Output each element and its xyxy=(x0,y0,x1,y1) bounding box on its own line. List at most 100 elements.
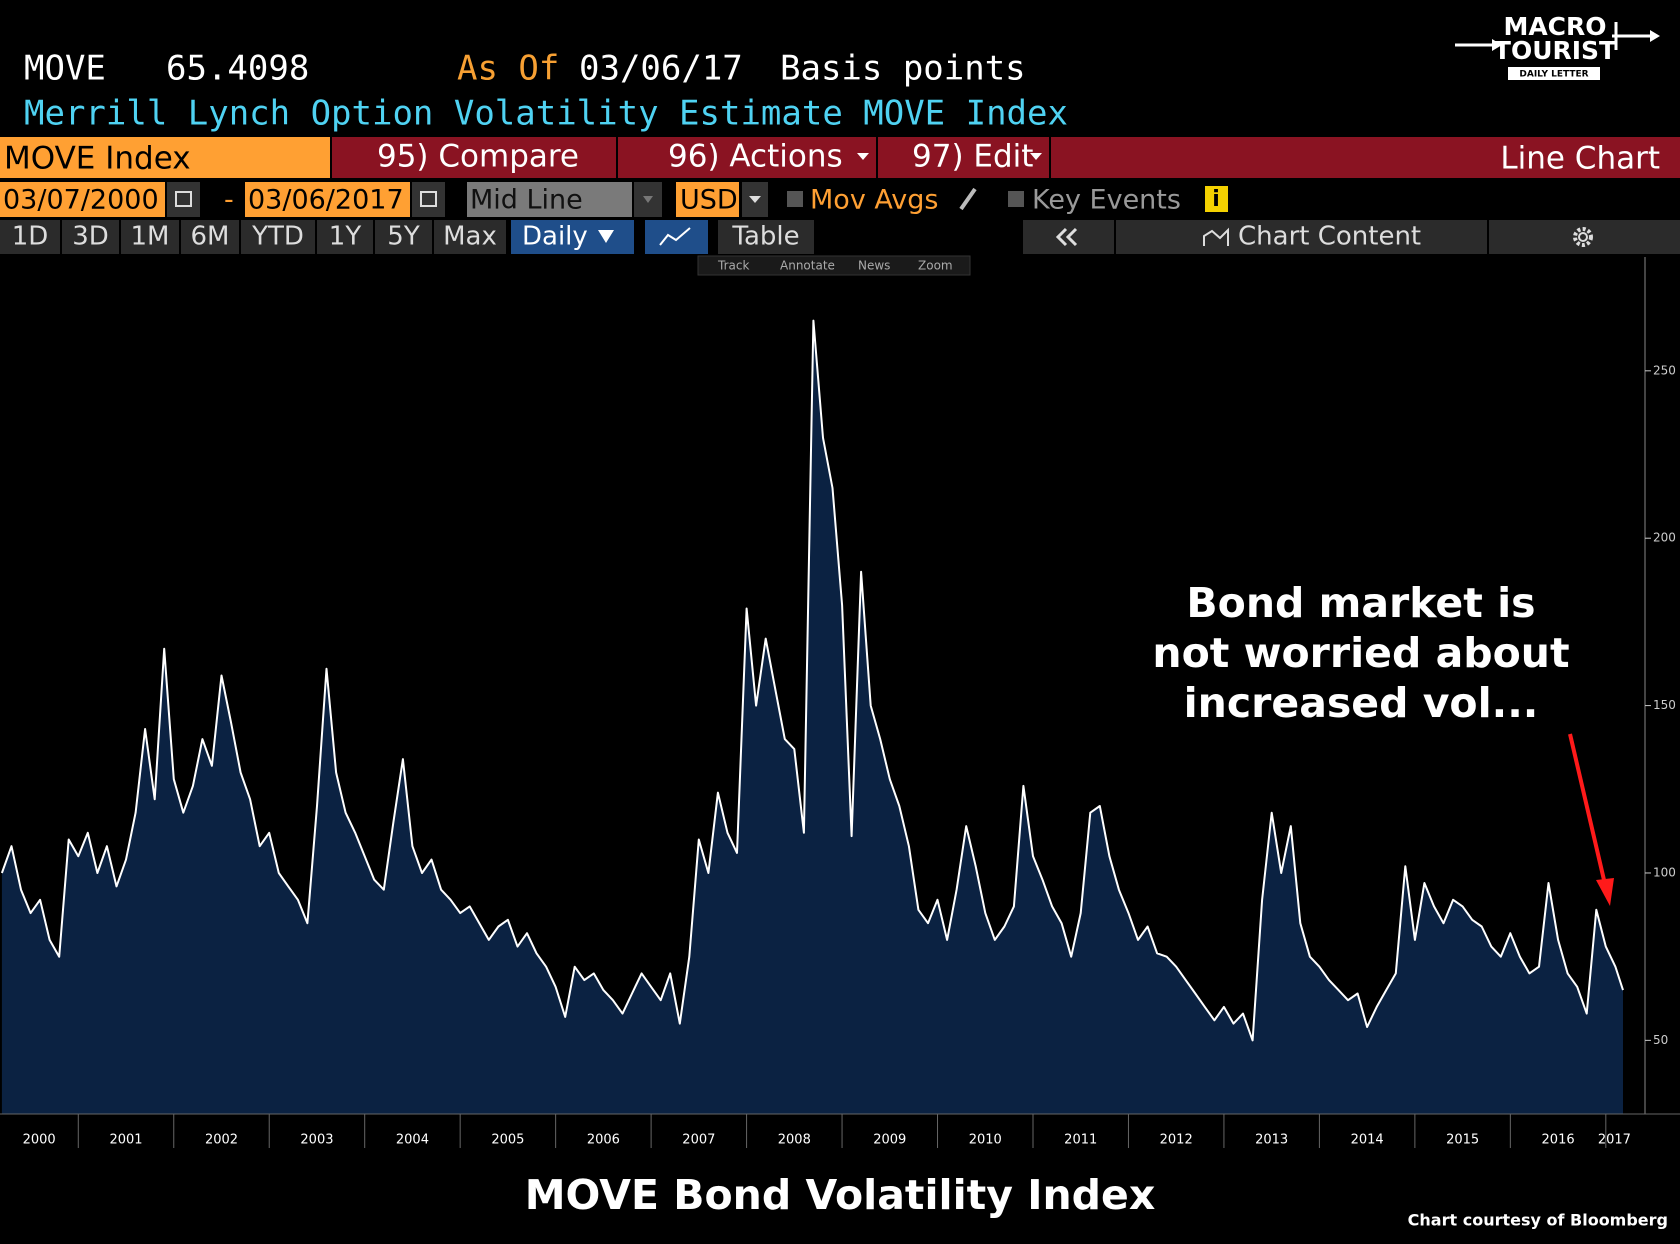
as-of-date: 03/06/17 xyxy=(579,49,743,89)
line-icon xyxy=(659,227,691,246)
logo: MACRO TOURIST DAILY LETTER xyxy=(1455,12,1660,80)
checkbox[interactable] xyxy=(1008,191,1024,207)
x-tick-label: 2009 xyxy=(873,1133,906,1148)
x-tick-label: 2000 xyxy=(23,1133,56,1148)
price-type-box[interactable] xyxy=(467,182,632,217)
period-label[interactable]: YTD xyxy=(251,222,304,252)
y-tick-label: 250 xyxy=(1653,363,1676,377)
period-tab[interactable] xyxy=(121,220,179,254)
x-tick-label: 2012 xyxy=(1160,1133,1193,1148)
x-tick-label: 2006 xyxy=(587,1133,620,1148)
actions-button[interactable]: 96) Actions xyxy=(668,139,843,175)
period-tab[interactable] xyxy=(181,220,239,254)
calendar-icon xyxy=(175,191,192,207)
x-tick-label: 2007 xyxy=(682,1133,715,1148)
period-label[interactable]: 1M xyxy=(131,222,170,252)
gear-icon xyxy=(1573,227,1593,247)
currency-box[interactable] xyxy=(676,182,739,217)
period-tab[interactable] xyxy=(434,220,506,254)
period-tabs: 1D 3D 1M 6M YTD 1Y 5Y Max xyxy=(0,220,506,254)
tool[interactable]: Zoom xyxy=(918,259,953,273)
security-box[interactable] xyxy=(0,137,330,178)
y-tick-label: 200 xyxy=(1653,531,1676,545)
annotation-arrow-head xyxy=(1596,878,1614,906)
dropdown-arrow xyxy=(1030,153,1042,160)
x-tick-label: 2005 xyxy=(491,1133,524,1148)
info[interactable]: i xyxy=(1212,187,1220,212)
compare-button[interactable]: 95) Compare xyxy=(377,139,579,175)
period-tab[interactable] xyxy=(62,220,119,254)
dropdown-arrow xyxy=(598,230,614,243)
last-price: 65.4098 xyxy=(166,49,309,89)
start-date[interactable]: 03/07/2000 xyxy=(3,185,159,216)
data-line xyxy=(0,319,1624,1042)
key-events[interactable]: Key Events xyxy=(1032,185,1181,216)
period-tab[interactable] xyxy=(375,220,432,254)
period-tab[interactable] xyxy=(0,220,60,254)
period-label[interactable]: 6M xyxy=(191,222,230,252)
x-tick-label: 2010 xyxy=(969,1133,1002,1148)
chart-title: MOVE Bond Volatility Index xyxy=(525,1171,1156,1219)
x-tick-label: 2016 xyxy=(1542,1133,1575,1148)
tool[interactable]: Annotate xyxy=(780,259,835,273)
period-label[interactable]: 1Y xyxy=(329,222,362,252)
dropdown-arrow xyxy=(643,196,653,203)
pencil-icon[interactable] xyxy=(959,187,977,211)
table-box[interactable] xyxy=(718,220,814,254)
y-tick-label: 150 xyxy=(1653,698,1676,712)
chart-content[interactable]: Chart Content xyxy=(1238,222,1421,252)
settings-button[interactable] xyxy=(1489,220,1680,254)
tools: Track Annotate News Zoom xyxy=(717,259,953,273)
annotation: Bond market is xyxy=(1186,579,1535,627)
calendar-icon xyxy=(420,191,437,207)
chart-content-box[interactable] xyxy=(1116,220,1487,254)
menu-bar xyxy=(332,137,1680,178)
table-button[interactable]: Table xyxy=(731,222,799,252)
annotation: not worried about xyxy=(1152,629,1569,677)
frequency[interactable]: Daily xyxy=(522,222,588,252)
x-tick-label: 2008 xyxy=(778,1133,811,1148)
y-tick-label: 50 xyxy=(1653,1033,1668,1047)
annotation: increased vol... xyxy=(1184,679,1539,727)
currency[interactable]: USD xyxy=(680,185,738,216)
frequency-box[interactable] xyxy=(511,220,634,254)
x-tick-label: 2015 xyxy=(1446,1133,1479,1148)
security[interactable]: MOVE Index xyxy=(4,141,191,177)
price-type[interactable]: Mid Line xyxy=(470,185,583,216)
end-date-box[interactable] xyxy=(245,182,410,217)
period-tab[interactable] xyxy=(317,220,373,254)
y-tick-label: 100 xyxy=(1653,865,1676,879)
chart-type[interactable]: Line Chart xyxy=(1500,141,1660,177)
period-label[interactable]: 1D xyxy=(12,222,49,252)
collapse-icon xyxy=(1055,227,1068,247)
logo-line2: TOURIST xyxy=(1494,36,1616,65)
as-of-label: As Of xyxy=(457,49,559,89)
units: Basis points xyxy=(780,49,1026,89)
period-tab[interactable] xyxy=(241,220,315,254)
edit-button[interactable]: 97) Edit xyxy=(912,139,1033,175)
chart-content-icon xyxy=(1203,227,1229,246)
x-tick-label: 2004 xyxy=(396,1133,429,1148)
line-chart-button[interactable] xyxy=(645,220,708,254)
period-label[interactable]: 5Y xyxy=(387,222,420,252)
logo-tagline: DAILY LETTER xyxy=(1519,70,1588,80)
calendar-button[interactable] xyxy=(167,182,200,217)
x-tick-label: 2003 xyxy=(300,1133,333,1148)
collapse-icon xyxy=(1065,227,1078,247)
calendar-button[interactable] xyxy=(412,182,445,217)
gear-icon xyxy=(1578,232,1588,242)
checkbox[interactable] xyxy=(787,191,803,207)
x-tick-label: 2002 xyxy=(205,1133,238,1148)
ticker: MOVE xyxy=(24,49,106,89)
tool[interactable]: News xyxy=(858,259,890,273)
period-label[interactable]: 3D xyxy=(72,222,109,252)
end-date[interactable]: 03/06/2017 xyxy=(248,185,404,216)
mov-avgs[interactable]: Mov Avgs xyxy=(810,185,938,216)
info-box[interactable] xyxy=(1205,186,1228,212)
period-label[interactable]: Max xyxy=(443,222,497,252)
x-tick-label: 2014 xyxy=(1351,1133,1384,1148)
tool[interactable]: Track xyxy=(717,259,749,273)
x-tick-label: 2001 xyxy=(109,1133,142,1148)
start-date-box[interactable] xyxy=(0,182,165,217)
